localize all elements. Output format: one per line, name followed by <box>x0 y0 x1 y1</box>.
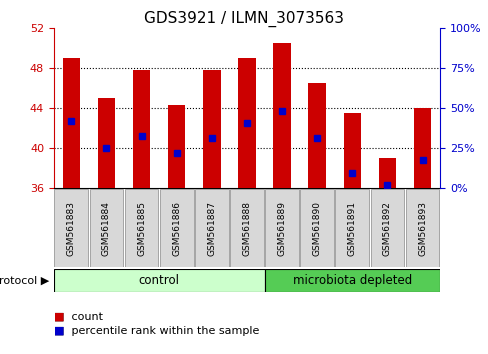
Bar <box>343 113 360 188</box>
Bar <box>230 189 263 267</box>
Text: GSM561887: GSM561887 <box>207 201 216 256</box>
Bar <box>264 189 298 267</box>
Bar <box>62 58 80 188</box>
Text: ■: ■ <box>54 312 64 322</box>
Bar <box>203 70 220 188</box>
Text: ■: ■ <box>54 326 64 336</box>
Bar <box>273 43 290 188</box>
Bar <box>370 189 404 267</box>
Text: GSM561884: GSM561884 <box>102 201 111 256</box>
Bar <box>98 98 115 188</box>
Bar <box>300 189 333 267</box>
Text: GSM561885: GSM561885 <box>137 201 146 256</box>
Text: GSM561886: GSM561886 <box>172 201 181 256</box>
Text: GSM561889: GSM561889 <box>277 201 286 256</box>
Text: ■  count: ■ count <box>54 312 102 322</box>
Text: GSM561893: GSM561893 <box>417 201 426 256</box>
Text: GSM561883: GSM561883 <box>67 201 76 256</box>
Text: microbiota depleted: microbiota depleted <box>292 274 411 287</box>
Text: ■  percentile rank within the sample: ■ percentile rank within the sample <box>54 326 259 336</box>
Text: GSM561891: GSM561891 <box>347 201 356 256</box>
Bar <box>264 269 439 292</box>
Bar <box>335 189 368 267</box>
Bar <box>167 105 185 188</box>
Text: GSM561890: GSM561890 <box>312 201 321 256</box>
Bar <box>195 189 228 267</box>
Text: GDS3921 / ILMN_3073563: GDS3921 / ILMN_3073563 <box>144 11 344 27</box>
Text: control: control <box>139 274 179 287</box>
Text: GSM561892: GSM561892 <box>382 201 391 256</box>
Bar <box>160 189 193 267</box>
Text: GSM561888: GSM561888 <box>242 201 251 256</box>
Bar <box>133 70 150 188</box>
Bar <box>124 189 158 267</box>
Bar <box>308 83 325 188</box>
Bar <box>405 189 439 267</box>
Bar <box>378 158 395 188</box>
Bar <box>54 189 88 267</box>
Bar <box>413 108 430 188</box>
Bar <box>89 189 123 267</box>
Bar <box>238 58 255 188</box>
Text: protocol ▶: protocol ▶ <box>0 275 49 286</box>
Bar <box>54 269 264 292</box>
